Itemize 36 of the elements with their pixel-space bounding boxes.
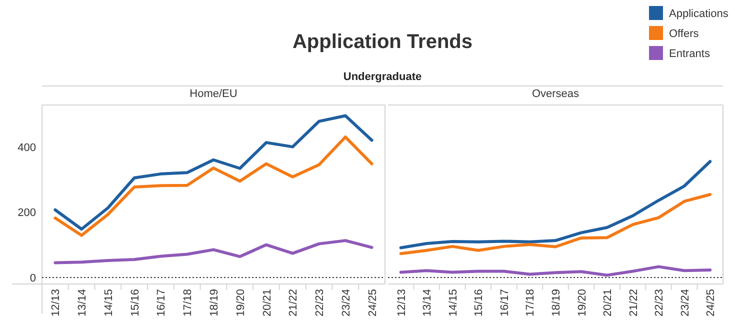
x-tick-label: 18/19: [208, 289, 220, 317]
y-tick-label: 0: [30, 272, 36, 284]
x-tick-label: 16/17: [498, 289, 511, 317]
x-tick-label: 13/14: [422, 289, 434, 317]
x-tick-label: 21/22: [288, 289, 300, 317]
x-tick-label: 17/18: [182, 289, 194, 317]
x-tick-label: 15/16: [129, 289, 142, 317]
x-tick-label: 18/19: [550, 289, 562, 317]
x-tick-label: 23/24: [340, 289, 352, 317]
x-tick-label: 21/22: [628, 289, 640, 317]
text: Overseas: [532, 88, 580, 100]
x-tick-label: 13/14: [76, 289, 89, 317]
y-tick-label: 200: [18, 207, 36, 220]
x-tick-label: 15/16: [473, 289, 486, 317]
legend-label: Applications: [669, 8, 729, 20]
x-tick-label: 14/15: [447, 289, 460, 317]
x-tick-label: 19/20: [576, 289, 588, 317]
x-tick-label: 17/18: [524, 289, 537, 317]
legend-label: Entrants: [669, 48, 710, 60]
x-tick-label: 24/25: [366, 289, 379, 317]
chart-title: Application Trends: [292, 31, 473, 53]
chart-subtitle: Undergraduate: [343, 71, 422, 83]
x-tick-label: 14/15: [102, 289, 115, 317]
text: Home/EU: [190, 88, 238, 100]
legend-label: Offers: [669, 28, 700, 40]
x-tick-label: 20/21: [261, 289, 274, 317]
x-tick-label: 20/21: [602, 289, 614, 317]
x-tick-label: 22/23: [654, 289, 666, 317]
x-tick-label: 12/13: [50, 289, 62, 317]
x-tick-label: 22/23: [314, 289, 326, 317]
y-tick-label: 400: [18, 142, 36, 154]
x-tick-label: 16/17: [156, 289, 168, 317]
x-tick-label: 24/25: [705, 289, 718, 317]
x-tick-label: 19/20: [234, 289, 247, 317]
x-tick-label: 12/13: [396, 289, 408, 317]
x-tick-label: 23/24: [679, 289, 692, 317]
